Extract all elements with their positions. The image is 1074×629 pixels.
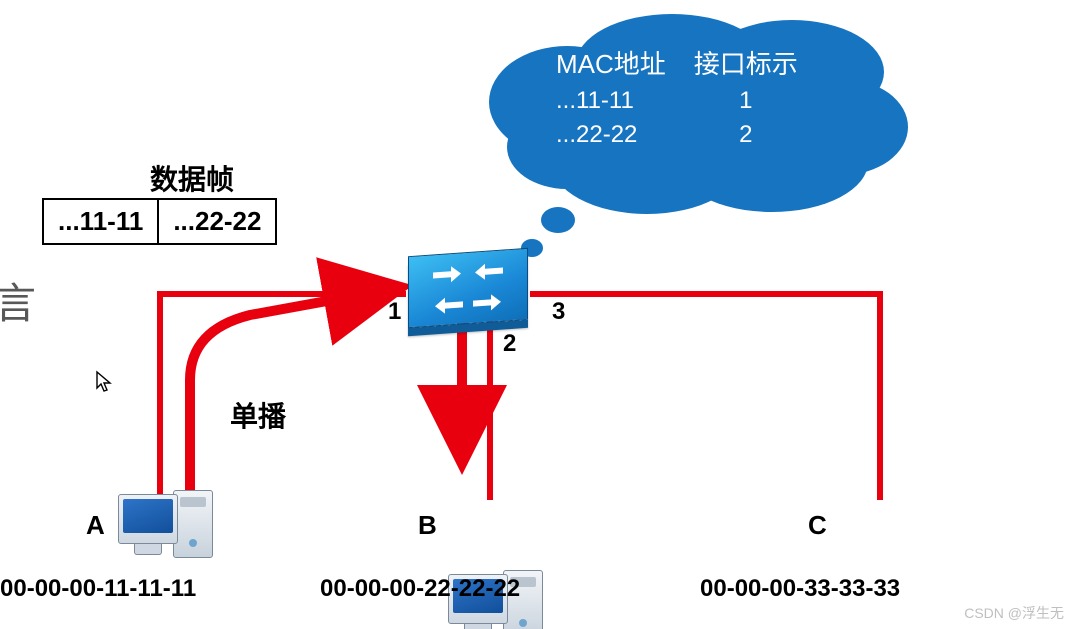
- mac-table-r1c1: ...11-11: [542, 84, 680, 119]
- watermark: CSDN @浮生无: [964, 603, 1064, 623]
- host-b-label: B: [418, 510, 437, 541]
- host-c-label: C: [808, 510, 827, 541]
- mac-table-cloud: MAC地址 接口标示 ...11-11 1 ...22-22 2: [472, 12, 912, 232]
- port-1-label: 1: [388, 298, 401, 326]
- mac-table-r2c1: ...22-22: [542, 118, 680, 153]
- thought-bubble-1: [540, 205, 576, 240]
- switch-icon: [408, 252, 528, 324]
- cursor-icon: [95, 370, 115, 399]
- host-b-mac: 00-00-00-22-22-22: [320, 575, 520, 603]
- host-a-label: A: [86, 510, 105, 541]
- frame-cell-src: ...22-22: [159, 200, 275, 243]
- unicast-label: 单播: [230, 395, 286, 435]
- port-2-label: 2: [503, 330, 516, 358]
- port-3-label: 3: [552, 298, 565, 326]
- truncated-text: 言: [0, 270, 36, 331]
- frame-cell-dst: ...11-11: [44, 200, 159, 243]
- mac-table-r2c2: 2: [680, 118, 812, 153]
- mac-table-r1c2: 1: [680, 84, 812, 119]
- mac-table-hdr-mac: MAC地址: [542, 46, 680, 84]
- data-frame-box: ...11-11 ...22-22: [42, 198, 277, 245]
- host-a-icon: [118, 478, 213, 558]
- host-a-mac: 00-00-00-11-11-11: [0, 575, 196, 603]
- frame-title: 数据帧: [150, 158, 234, 198]
- mac-table-hdr-port: 接口标示: [680, 46, 812, 84]
- mac-table: MAC地址 接口标示 ...11-11 1 ...22-22 2: [542, 46, 862, 153]
- host-c-mac: 00-00-00-33-33-33: [700, 575, 900, 603]
